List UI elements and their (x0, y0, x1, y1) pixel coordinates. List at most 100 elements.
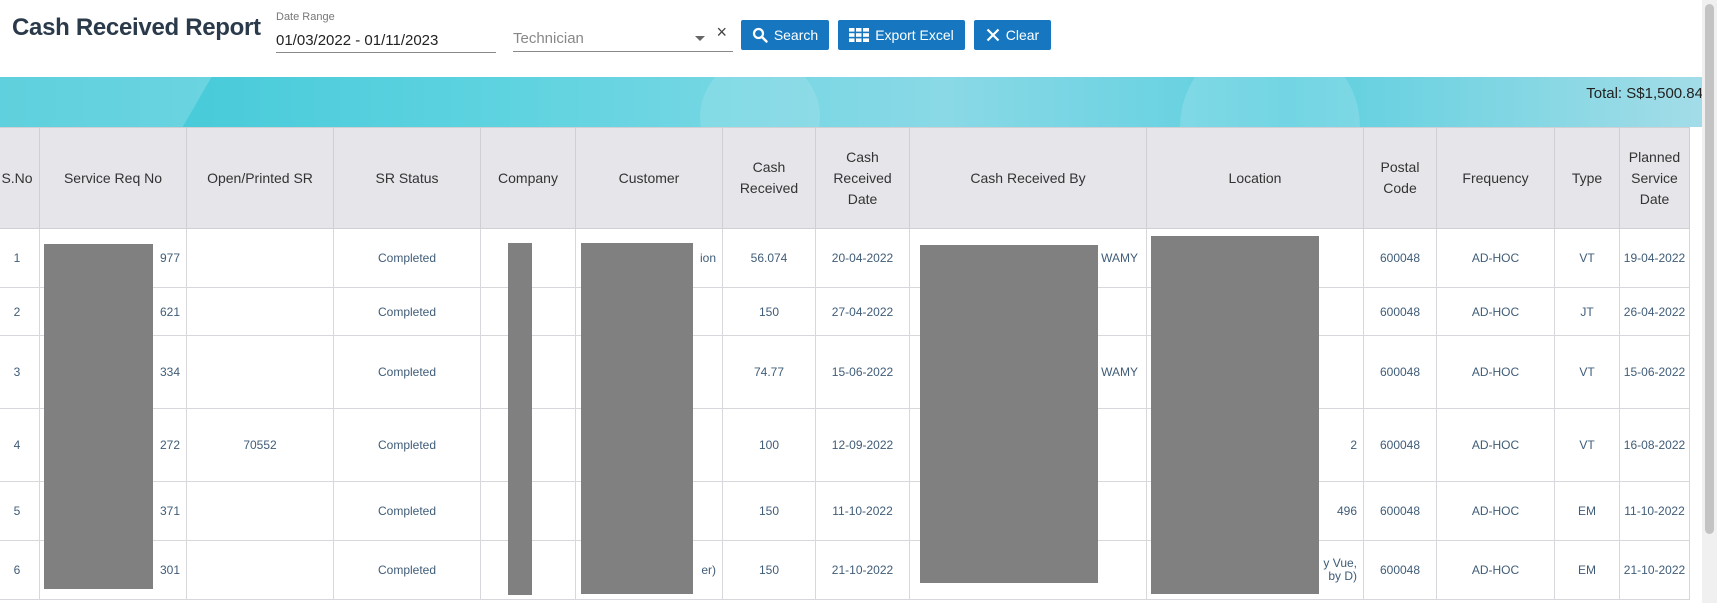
cell-status: Completed (333, 481, 481, 541)
cell-planned-date: 11-10-2022 (1619, 481, 1690, 541)
column-header[interactable]: Open/Printed SR (186, 127, 334, 229)
cell-cash-date: 15-06-2022 (815, 335, 910, 409)
cell-postal: 600048 (1363, 481, 1437, 541)
cell-status: Completed (333, 228, 481, 288)
cell-cash-date: 11-10-2022 (815, 481, 910, 541)
export-excel-label: Export Excel (875, 27, 954, 43)
cell-cash: 56.074 (722, 228, 816, 288)
cell-sno: 1 (0, 228, 40, 288)
export-excel-button[interactable]: Export Excel (838, 20, 965, 50)
cell-planned-date: 21-10-2022 (1619, 540, 1690, 600)
clear-technician-icon[interactable]: × (716, 22, 727, 42)
cell-postal: 600048 (1363, 287, 1437, 336)
cell-status: Completed (333, 408, 481, 482)
scrollbar-thumb[interactable] (1705, 4, 1714, 534)
redaction-mask-service-req (44, 244, 153, 589)
cell-frequency: AD-HOC (1436, 481, 1555, 541)
cell-type: EM (1554, 540, 1620, 600)
technician-placeholder: Technician (513, 30, 584, 47)
page-title: Cash Received Report (12, 14, 261, 41)
redaction-mask-received-by (920, 245, 1098, 583)
cell-postal: 600048 (1363, 335, 1437, 409)
technician-select[interactable]: Technician × (513, 22, 733, 52)
column-header[interactable]: Company (480, 127, 576, 229)
cell-cash: 100 (722, 408, 816, 482)
cell-postal: 600048 (1363, 408, 1437, 482)
received-by-right: WAMY (1101, 251, 1138, 265)
search-icon (752, 27, 768, 43)
cell-cash-date: 21-10-2022 (815, 540, 910, 600)
table-header-row: S.No Service Req No Open/Printed SR SR S… (0, 127, 1690, 229)
cell-sno: 2 (0, 287, 40, 336)
cell-cash-date: 12-09-2022 (815, 408, 910, 482)
cell-type: VT (1554, 228, 1620, 288)
cell-printed-sr (186, 481, 334, 541)
vertical-scrollbar[interactable] (1702, 0, 1717, 603)
cell-cash: 150 (722, 481, 816, 541)
cell-sno: 5 (0, 481, 40, 541)
cell-printed-sr (186, 540, 334, 600)
cell-sno: 6 (0, 540, 40, 600)
table-row[interactable]: 1 977 Completed J ion 56.074 20-04-2022 … (0, 228, 1690, 288)
column-header[interactable]: Cash Received Date (815, 127, 910, 229)
column-header[interactable]: S.No (0, 127, 40, 229)
search-button-label: Search (773, 27, 819, 43)
column-header[interactable]: Type (1554, 127, 1620, 229)
cell-status: Completed (333, 287, 481, 336)
cell-sno: 4 (0, 408, 40, 482)
cell-printed-sr: 70552 (186, 408, 334, 482)
column-header[interactable]: Postal Code (1363, 127, 1437, 229)
table-row[interactable]: 5 371 Completed J 150 11-10-2022 496 600… (0, 481, 1690, 541)
cell-planned-date: 26-04-2022 (1619, 287, 1690, 336)
cell-planned-date: 15-06-2022 (1619, 335, 1690, 409)
column-header[interactable]: Planned Service Date (1619, 127, 1690, 229)
redaction-mask-customer (581, 243, 693, 594)
date-range-label: Date Range (276, 11, 335, 23)
cell-type: EM (1554, 481, 1620, 541)
cell-cash-date: 20-04-2022 (815, 228, 910, 288)
close-icon (986, 28, 1000, 42)
cell-type: JT (1554, 287, 1620, 336)
column-header[interactable]: Frequency (1436, 127, 1555, 229)
cell-type: VT (1554, 335, 1620, 409)
table-row[interactable]: 3 334 Completed J 74.77 15-06-2022 AWAMY… (0, 335, 1690, 409)
cell-frequency: AD-HOC (1436, 287, 1555, 336)
cell-planned-date: 16-08-2022 (1619, 408, 1690, 482)
cell-cash: 150 (722, 540, 816, 600)
received-by-right: WAMY (1101, 365, 1138, 379)
cell-frequency: AD-HOC (1436, 228, 1555, 288)
cell-frequency: AD-HOC (1436, 335, 1555, 409)
cell-cash: 150 (722, 287, 816, 336)
cell-status: Completed (333, 335, 481, 409)
column-header[interactable]: Customer (575, 127, 723, 229)
column-header[interactable]: Service Req No (39, 127, 187, 229)
cell-frequency: AD-HOC (1436, 408, 1555, 482)
clear-button[interactable]: Clear (974, 20, 1051, 50)
table-row[interactable]: 6 301 Completed J er) 150 21-10-2022 y V… (0, 540, 1690, 600)
redaction-mask-company (508, 243, 532, 595)
cell-status: Completed (333, 540, 481, 600)
cell-printed-sr (186, 287, 334, 336)
total-amount: Total: S$1,500.84 (1586, 85, 1703, 102)
cell-postal: 600048 (1363, 228, 1437, 288)
total-banner (0, 77, 1717, 127)
cell-cash: 74.77 (722, 335, 816, 409)
column-header[interactable]: Location (1146, 127, 1364, 229)
table-row[interactable]: 2 621 Completed J 150 27-04-2022 600048 … (0, 287, 1690, 336)
column-header[interactable]: Cash Received By (909, 127, 1147, 229)
grid-icon (849, 28, 870, 42)
cell-sno: 3 (0, 335, 40, 409)
chevron-down-icon[interactable] (695, 36, 705, 41)
cell-printed-sr (186, 335, 334, 409)
column-header[interactable]: SR Status (333, 127, 481, 229)
table-row[interactable]: 4 272 70552 Completed J 100 12-09-2022 2… (0, 408, 1690, 482)
cell-postal: 600048 (1363, 540, 1437, 600)
date-range-input[interactable] (276, 28, 496, 53)
cell-cash-date: 27-04-2022 (815, 287, 910, 336)
search-button[interactable]: Search (741, 20, 829, 50)
column-header[interactable]: Cash Received (722, 127, 816, 229)
cell-type: VT (1554, 408, 1620, 482)
cell-frequency: AD-HOC (1436, 540, 1555, 600)
cash-received-table: S.No Service Req No Open/Printed SR SR S… (0, 127, 1690, 600)
cell-planned-date: 19-04-2022 (1619, 228, 1690, 288)
